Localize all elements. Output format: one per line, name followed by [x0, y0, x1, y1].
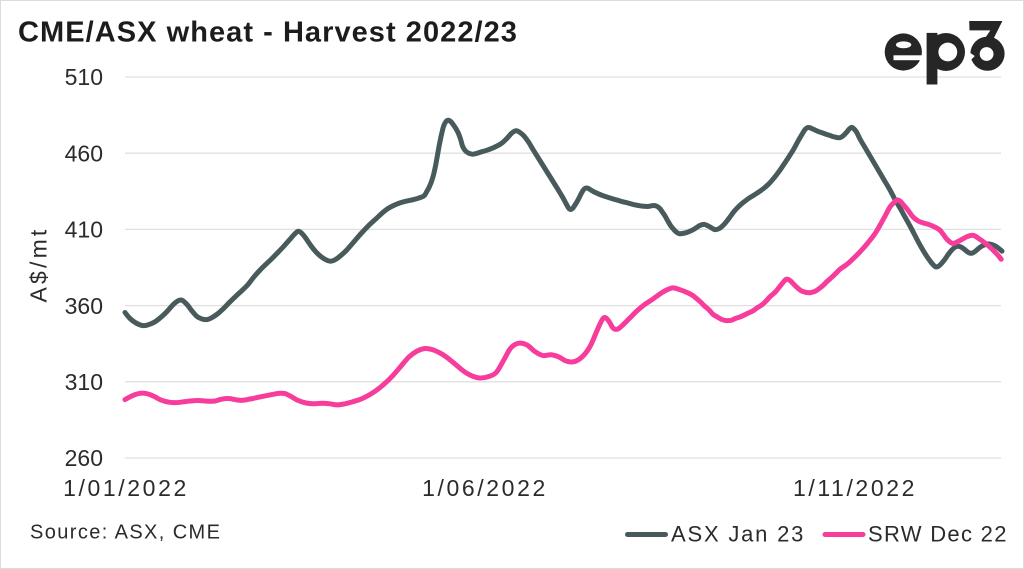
svg-text:310: 310 — [65, 369, 103, 395]
svg-text:CME/ASX wheat - Harvest 2022/2: CME/ASX wheat - Harvest 2022/23 — [18, 17, 518, 49]
svg-text:A$/mt: A$/mt — [26, 226, 52, 302]
svg-text:Source: ASX, CME: Source: ASX, CME — [30, 522, 221, 544]
svg-text:460: 460 — [65, 140, 103, 166]
svg-text:260: 260 — [65, 445, 103, 471]
svg-text:ASX Jan 23: ASX Jan 23 — [671, 522, 805, 547]
svg-text:1/01/2022: 1/01/2022 — [63, 475, 189, 501]
svg-text:1/11/2022: 1/11/2022 — [793, 475, 917, 501]
svg-text:410: 410 — [65, 217, 103, 243]
svg-text:SRW Dec 22: SRW Dec 22 — [868, 522, 1008, 547]
svg-text:360: 360 — [65, 293, 103, 319]
svg-text:1/06/2022: 1/06/2022 — [422, 475, 548, 501]
svg-text:510: 510 — [65, 64, 103, 90]
